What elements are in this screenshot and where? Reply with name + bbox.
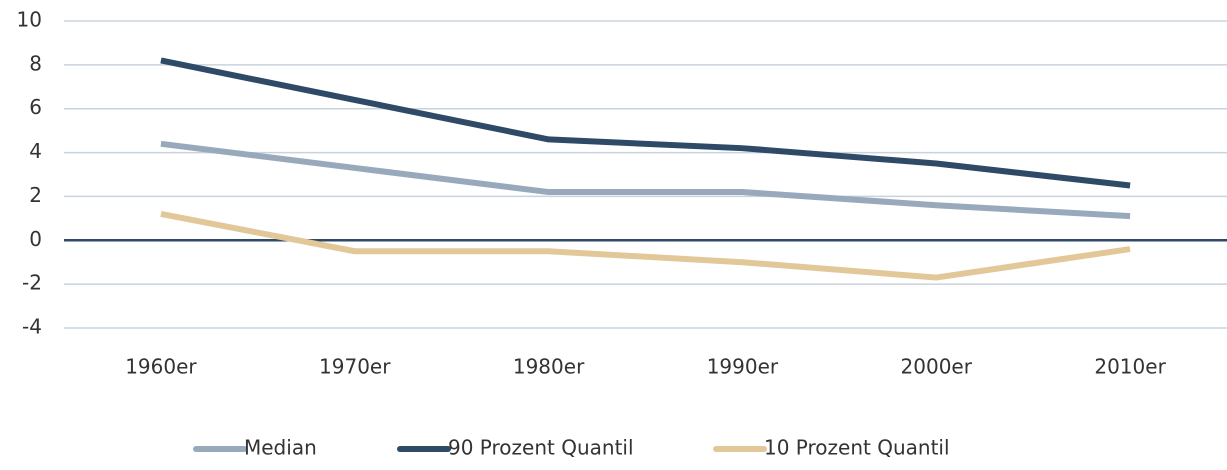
y-tick-label: 2 bbox=[29, 183, 42, 207]
x-tick-label: 2010er bbox=[1094, 355, 1166, 379]
y-tick-label: -2 bbox=[22, 271, 42, 295]
x-tick-label: 1980er bbox=[513, 355, 585, 379]
x-tick-label: 1990er bbox=[707, 355, 779, 379]
x-tick-label: 1960er bbox=[125, 355, 197, 379]
legend-label: 10 Prozent Quantil bbox=[764, 436, 950, 460]
data-line bbox=[160, 57, 1131, 189]
data-line bbox=[160, 140, 1131, 220]
x-tick-label: 1970er bbox=[319, 355, 391, 379]
y-tick-label: 0 bbox=[29, 227, 42, 251]
y-tick-label: 6 bbox=[29, 95, 42, 119]
y-tick-label: 4 bbox=[29, 139, 42, 163]
x-tick-label: 2000er bbox=[901, 355, 973, 379]
y-tick-label: -4 bbox=[22, 315, 42, 339]
y-tick-label: 10 bbox=[17, 8, 42, 32]
legend-label: 90 Prozent Quantil bbox=[448, 436, 634, 460]
data-line bbox=[160, 211, 1131, 281]
y-tick-label: 8 bbox=[29, 51, 42, 75]
legend-label: Median bbox=[244, 436, 317, 460]
